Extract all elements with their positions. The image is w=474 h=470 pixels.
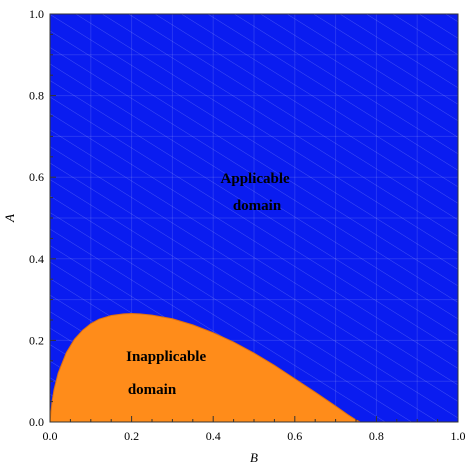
y-axis-label: A [2,214,17,223]
x-tick-label: 0.8 [369,429,384,443]
applicable-domain-label: Applicable domain [221,171,294,214]
x-tick-label: 0.4 [206,429,221,443]
x-tick-label: 1.0 [451,429,466,443]
y-tick-label: 0.6 [29,170,44,184]
y-tick-label: 0.8 [29,89,44,103]
x-tick-label: 0.6 [287,429,302,443]
y-tick-label: 0.0 [29,415,44,429]
y-tick-label: 1.0 [29,7,44,21]
inapplicable-domain-label: Inapplicable domain [126,349,210,398]
boundary-curve [50,312,361,422]
x-axis-label: B [250,450,258,465]
y-tick-label: 0.4 [29,252,44,266]
y-axis: 0.0 0.2 0.4 0.6 0.8 1.0 [29,7,56,429]
y-tick-label: 0.2 [29,333,44,347]
x-tick-label: 0.2 [124,429,139,443]
inapplicable-region [50,313,361,422]
x-axis: 0.0 0.2 0.4 0.6 0.8 1.0 [43,416,466,443]
x-tick-label: 0.0 [43,429,58,443]
